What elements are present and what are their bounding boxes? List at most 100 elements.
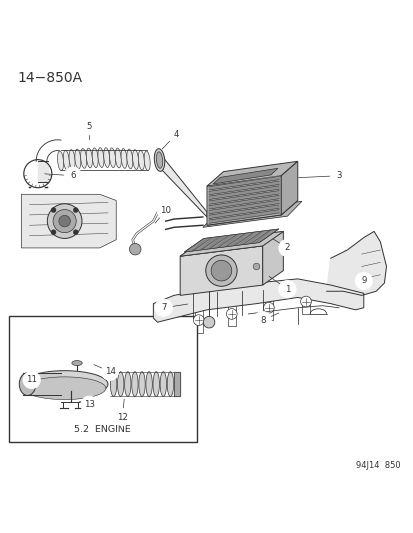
Ellipse shape — [92, 148, 98, 167]
Text: 1: 1 — [284, 285, 290, 294]
Text: 4: 4 — [173, 130, 178, 139]
Circle shape — [51, 230, 56, 235]
Text: 94J14  850: 94J14 850 — [356, 461, 400, 470]
Text: 5: 5 — [86, 122, 92, 131]
Circle shape — [167, 126, 184, 143]
Ellipse shape — [132, 150, 138, 169]
Ellipse shape — [109, 148, 115, 167]
Ellipse shape — [126, 149, 133, 169]
Text: 13: 13 — [84, 400, 95, 409]
Text: 5.2  ENGINE: 5.2 ENGINE — [74, 425, 131, 434]
Circle shape — [129, 244, 141, 255]
Polygon shape — [213, 168, 277, 184]
Ellipse shape — [138, 150, 144, 170]
Polygon shape — [209, 186, 278, 199]
Circle shape — [51, 207, 56, 213]
Ellipse shape — [154, 149, 164, 171]
Text: 3: 3 — [335, 171, 341, 180]
Polygon shape — [262, 231, 282, 285]
Ellipse shape — [75, 149, 81, 169]
Circle shape — [47, 204, 82, 238]
Ellipse shape — [98, 148, 104, 167]
Polygon shape — [209, 200, 278, 214]
Circle shape — [59, 215, 70, 227]
Ellipse shape — [115, 148, 121, 168]
Circle shape — [226, 309, 237, 319]
Circle shape — [354, 272, 372, 289]
Polygon shape — [21, 195, 116, 248]
Circle shape — [23, 372, 40, 389]
Circle shape — [53, 209, 76, 233]
Polygon shape — [184, 229, 278, 252]
Text: 9: 9 — [360, 277, 366, 286]
Ellipse shape — [86, 148, 92, 168]
Circle shape — [101, 363, 119, 381]
Text: 12: 12 — [116, 413, 128, 422]
Text: 10: 10 — [160, 206, 171, 215]
Text: 14−850A: 14−850A — [17, 70, 82, 85]
Polygon shape — [206, 176, 280, 225]
Polygon shape — [209, 196, 278, 209]
Circle shape — [154, 299, 172, 317]
Ellipse shape — [81, 149, 86, 168]
Circle shape — [278, 239, 295, 256]
Ellipse shape — [57, 151, 63, 171]
Ellipse shape — [19, 373, 36, 395]
Text: 7: 7 — [161, 303, 166, 312]
Circle shape — [114, 408, 131, 426]
Polygon shape — [209, 191, 278, 204]
Circle shape — [81, 396, 98, 414]
Polygon shape — [202, 201, 301, 227]
Circle shape — [330, 167, 347, 184]
Circle shape — [211, 260, 231, 281]
Ellipse shape — [167, 372, 173, 397]
Polygon shape — [206, 161, 297, 186]
Polygon shape — [206, 200, 297, 225]
Circle shape — [193, 315, 204, 326]
Circle shape — [81, 118, 98, 135]
Polygon shape — [180, 246, 262, 295]
Circle shape — [263, 302, 273, 313]
Polygon shape — [280, 161, 297, 215]
Text: 2: 2 — [284, 244, 290, 253]
Polygon shape — [209, 209, 278, 223]
Bar — [9, 316, 196, 442]
Polygon shape — [180, 231, 282, 256]
Polygon shape — [209, 176, 278, 190]
Circle shape — [73, 207, 78, 213]
Polygon shape — [209, 205, 278, 219]
Circle shape — [300, 296, 311, 307]
Ellipse shape — [160, 372, 166, 397]
Polygon shape — [38, 161, 48, 182]
Ellipse shape — [63, 150, 69, 170]
Ellipse shape — [117, 372, 123, 397]
Text: 14: 14 — [104, 367, 115, 376]
Ellipse shape — [104, 148, 109, 167]
Circle shape — [278, 280, 295, 298]
Polygon shape — [159, 153, 206, 217]
Ellipse shape — [124, 372, 131, 397]
Polygon shape — [23, 373, 60, 395]
Ellipse shape — [72, 361, 82, 366]
Ellipse shape — [156, 152, 162, 168]
Circle shape — [157, 202, 174, 220]
Polygon shape — [209, 181, 278, 195]
Ellipse shape — [21, 370, 108, 398]
Text: 8: 8 — [259, 316, 265, 325]
Polygon shape — [180, 231, 282, 256]
Circle shape — [73, 230, 78, 235]
Ellipse shape — [145, 372, 152, 397]
Polygon shape — [173, 372, 180, 397]
Ellipse shape — [69, 150, 75, 169]
Ellipse shape — [131, 372, 138, 397]
Text: 6: 6 — [70, 171, 76, 180]
Circle shape — [253, 263, 259, 270]
Ellipse shape — [144, 151, 150, 171]
Circle shape — [205, 255, 237, 286]
Ellipse shape — [110, 372, 116, 397]
Ellipse shape — [23, 377, 106, 400]
Ellipse shape — [138, 372, 145, 397]
Polygon shape — [153, 279, 363, 322]
Polygon shape — [326, 231, 386, 295]
Circle shape — [254, 311, 271, 329]
